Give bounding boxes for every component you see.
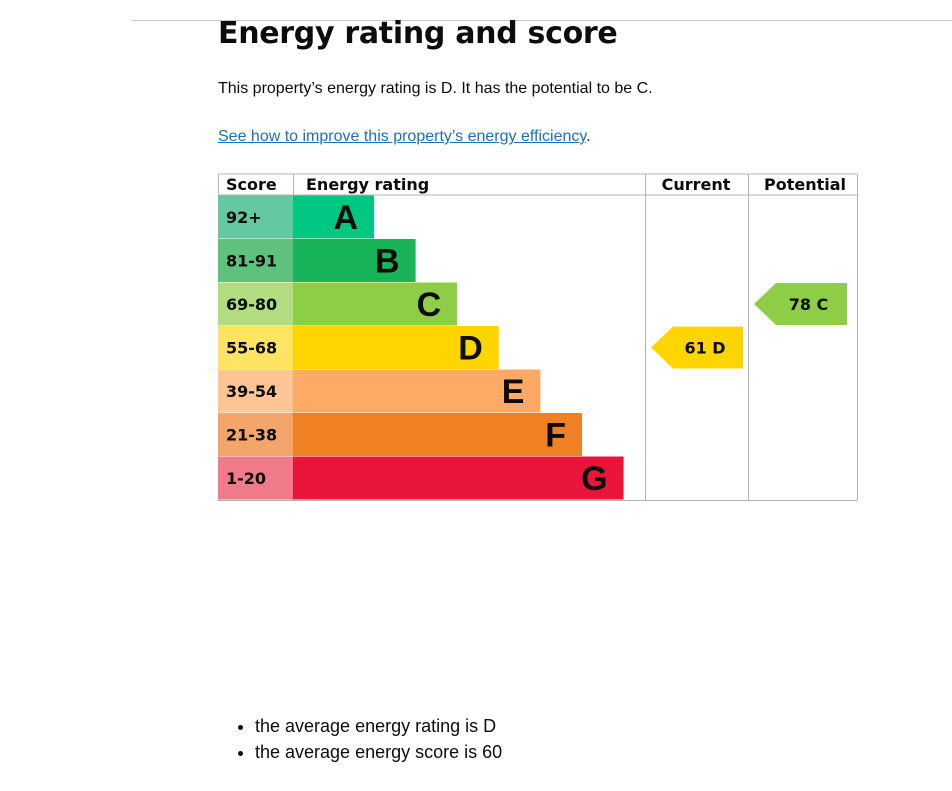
- improve-paragraph: See how to improve this property’s energ…: [218, 127, 591, 147]
- link-suffix: .: [586, 128, 591, 145]
- rating-letter-a: A: [333, 199, 358, 237]
- score-cell-d: [218, 326, 293, 369]
- fact-average-rating: the average energy rating is D: [255, 713, 502, 739]
- score-range-b: 81-91: [226, 252, 277, 271]
- header-current: Current: [662, 175, 731, 194]
- header-energy-rating: Energy rating: [306, 175, 429, 194]
- score-range-c: 69-80: [226, 295, 277, 314]
- top-divider: [131, 20, 952, 21]
- rating-bar-f: [293, 413, 582, 456]
- rating-bar-b: [293, 239, 416, 282]
- rating-bar-g: [293, 456, 624, 500]
- score-range-f: 21-38: [226, 426, 277, 445]
- rating-letter-c: C: [417, 286, 442, 324]
- rating-letter-f: F: [545, 417, 566, 455]
- page-title: Energy rating and score: [218, 16, 618, 51]
- score-range-e: 39-54: [226, 382, 277, 401]
- rating-bar-d: [293, 326, 499, 369]
- header-potential: Potential: [764, 175, 846, 194]
- rating-bar-c: [293, 282, 458, 326]
- header-score: Score: [226, 175, 277, 194]
- current-rating-label: 61 D: [684, 339, 725, 358]
- score-cell-a: [218, 195, 293, 239]
- score-cell-f: [218, 413, 293, 456]
- average-facts-list: the average energy rating is D the avera…: [218, 713, 502, 765]
- improve-efficiency-link[interactable]: See how to improve this property’s energ…: [218, 128, 587, 145]
- score-cell-g: [218, 456, 293, 500]
- score-range-a: 92+: [226, 208, 262, 227]
- score-cell-e: [218, 369, 293, 413]
- current-rating-arrow: [651, 326, 743, 369]
- potential-rating-arrow: [754, 283, 847, 325]
- score-range-d: 55-68: [226, 339, 277, 358]
- rating-bar-e: [293, 369, 541, 413]
- fact-average-score: the average energy score is 60: [255, 739, 502, 765]
- score-range-g: 1-20: [226, 469, 266, 488]
- rating-bar-a: [293, 195, 374, 239]
- rating-summary: This property’s energy rating is D. It h…: [218, 80, 653, 97]
- score-cell-b: [218, 239, 293, 282]
- rating-letter-e: E: [502, 373, 525, 411]
- rating-letter-g: G: [581, 460, 607, 498]
- potential-rating-label: 78 C: [789, 295, 829, 314]
- rating-letter-d: D: [458, 330, 483, 368]
- rating-letter-b: B: [375, 243, 400, 281]
- score-cell-c: [218, 282, 293, 326]
